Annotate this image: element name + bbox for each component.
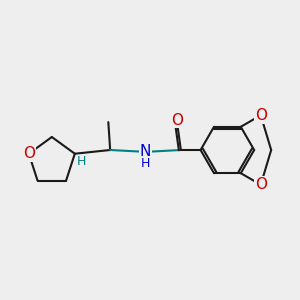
Text: O: O: [255, 177, 267, 192]
Text: H: H: [77, 155, 86, 168]
Text: O: O: [255, 108, 267, 123]
Text: N: N: [140, 144, 151, 159]
Text: O: O: [23, 146, 35, 161]
Text: O: O: [171, 113, 183, 128]
Text: H: H: [141, 157, 150, 170]
